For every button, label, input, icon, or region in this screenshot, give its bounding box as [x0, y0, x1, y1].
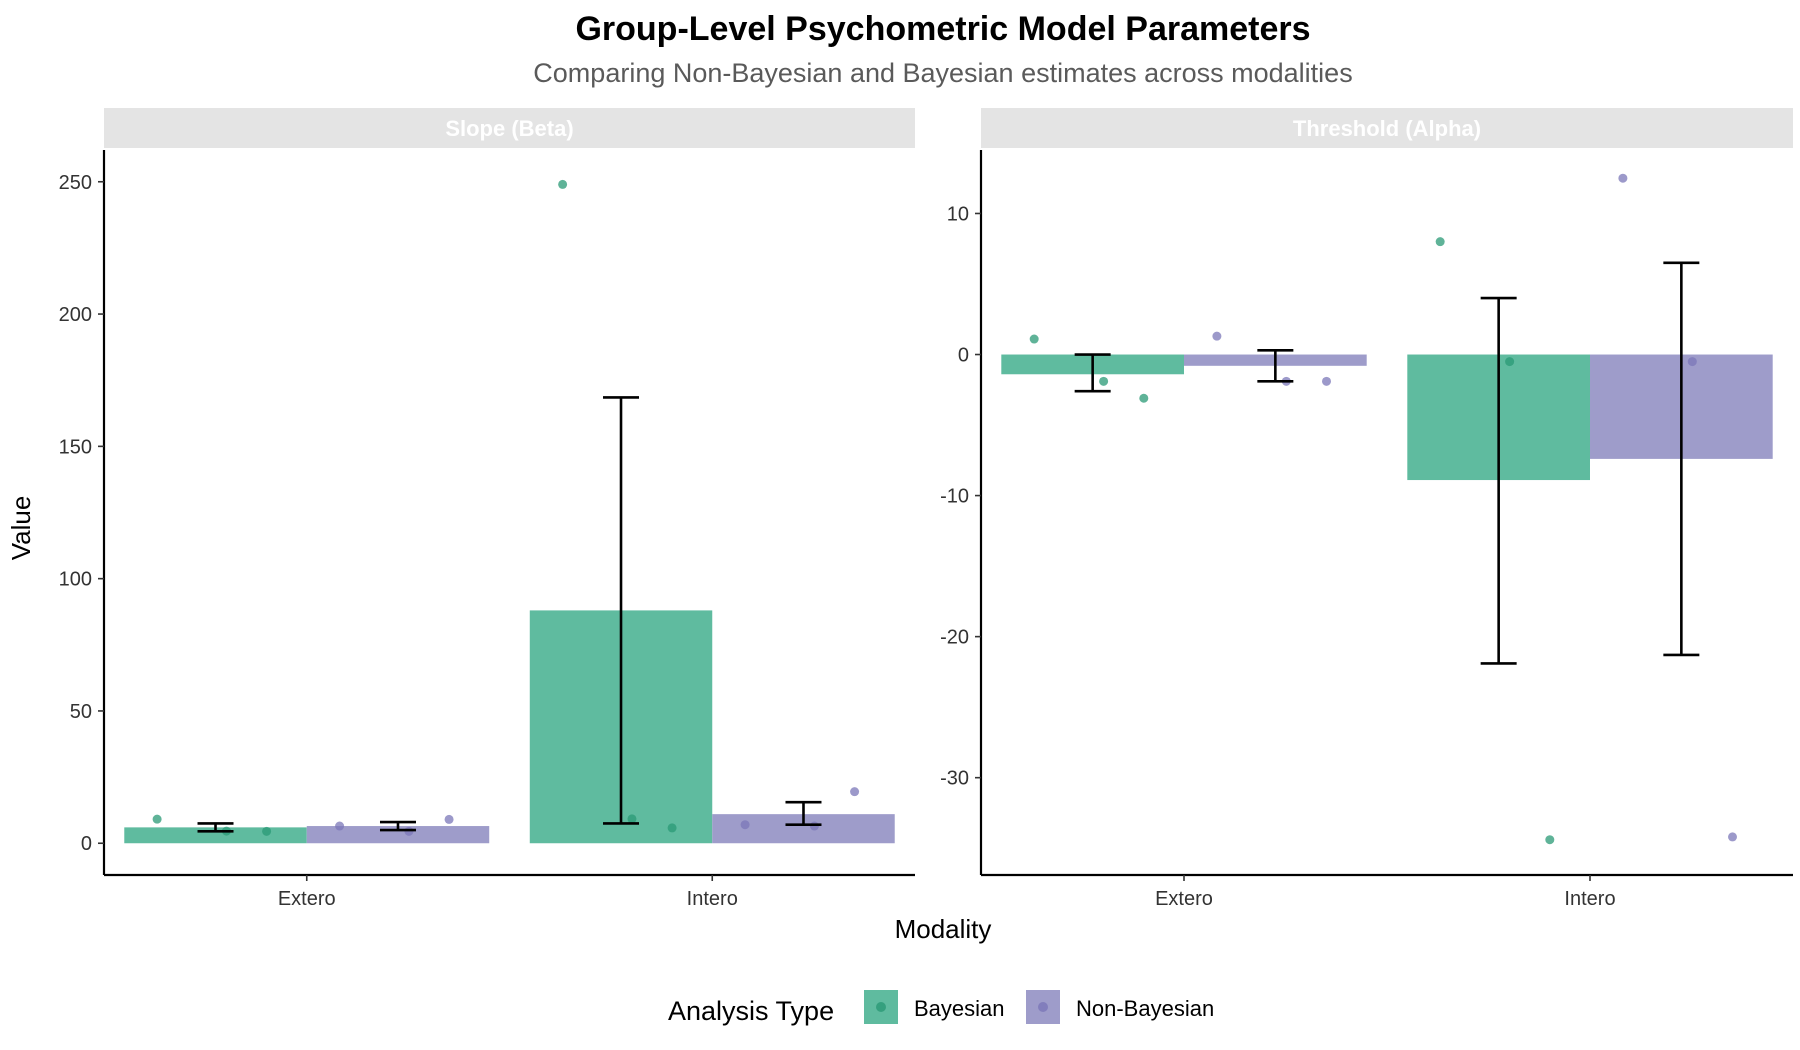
x-tick-label: Intero: [687, 888, 738, 910]
error-bar-bayesian-intero: [603, 396, 640, 825]
data-point-non-bayesian-extero: [1212, 331, 1222, 341]
y-tick-label: 50: [70, 701, 92, 723]
data-point-non-bayesian-intero: [809, 821, 819, 831]
data-point-bayesian-intero: [1505, 357, 1515, 367]
x-axis-title: Modality: [895, 914, 992, 944]
x-tick-label: Extero: [1155, 888, 1213, 910]
legend-point-bayesian: [876, 1002, 886, 1012]
y-tick-label: 150: [59, 436, 92, 458]
data-point-non-bayesian-extero: [335, 821, 345, 831]
data-point-non-bayesian-extero: [444, 814, 454, 824]
facet-strip: [981, 108, 1793, 148]
chart-subtitle: Comparing Non-Bayesian and Bayesian esti…: [533, 58, 1352, 88]
legend-item-non-bayesian: Non-Bayesian: [1026, 990, 1214, 1024]
facet-strip: [104, 108, 915, 148]
y-tick-label: -30: [940, 768, 969, 790]
data-point-non-bayesian-extero: [404, 826, 414, 836]
y-axis-title: Value: [6, 496, 36, 561]
data-point-bayesian-extero: [1099, 376, 1109, 386]
legend-title: Analysis Type: [668, 996, 834, 1026]
data-point-bayesian-intero: [1435, 237, 1445, 247]
data-point-non-bayesian-extero: [1322, 376, 1332, 386]
data-point-non-bayesian-intero: [1687, 357, 1697, 367]
error-bar-non-bayesian-extero: [1257, 348, 1294, 383]
y-tick-label: 0: [958, 345, 969, 367]
chart-title: Group-Level Psychometric Model Parameter…: [575, 10, 1310, 48]
y-tick-label: 250: [59, 172, 92, 194]
error-bar-non-bayesian-intero: [1663, 261, 1700, 657]
facet-strip-label: Slope (Beta): [445, 116, 573, 141]
data-point-non-bayesian-intero: [850, 787, 860, 797]
data-point-bayesian-intero: [1545, 835, 1555, 845]
legend: Analysis Type Bayesian Non-Bayesian: [668, 990, 1214, 1026]
bar-non-bayesian-extero: [306, 826, 490, 844]
y-tick-label: 10: [947, 203, 969, 225]
y-tick-label: 100: [59, 569, 92, 591]
data-point-bayesian-extero: [1139, 393, 1149, 403]
facet-strip-label: Threshold (Alpha): [1293, 116, 1481, 141]
error-bar-bayesian-intero: [1480, 296, 1517, 665]
panel-slope-beta: Slope (Beta) 0 50 100 150 200 250 Extero Intero: [59, 108, 915, 910]
y-tick-label: 0: [81, 833, 92, 855]
data-point-bayesian-intero: [558, 179, 568, 189]
bar-bayesian-extero: [124, 827, 307, 844]
data-point-non-bayesian-intero: [740, 820, 750, 830]
x-tick-label: Intero: [1564, 888, 1615, 910]
data-point-bayesian-extero: [1029, 334, 1039, 344]
x-tick-label: Extero: [278, 888, 336, 910]
legend-label-non-bayesian: Non-Bayesian: [1076, 996, 1214, 1021]
legend-item-bayesian: Bayesian: [864, 990, 1005, 1024]
error-bar-bayesian-extero: [197, 822, 234, 833]
legend-point-non-bayesian: [1038, 1002, 1048, 1012]
y-tick-label: -20: [940, 627, 969, 649]
data-point-bayesian-intero: [667, 823, 677, 833]
y-tick-label: -10: [940, 486, 969, 508]
data-point-bayesian-extero: [152, 814, 162, 824]
y-tick-label: 200: [59, 304, 92, 326]
data-point-bayesian-intero: [627, 814, 637, 824]
data-point-bayesian-extero: [262, 826, 272, 836]
legend-label-bayesian: Bayesian: [914, 996, 1005, 1021]
error-bar-non-bayesian-intero: [785, 800, 822, 827]
data-point-non-bayesian-intero: [1728, 832, 1738, 842]
error-bar-non-bayesian-extero: [379, 820, 416, 832]
data-point-non-bayesian-intero: [1618, 173, 1628, 183]
error-bar-bayesian-extero: [1074, 353, 1111, 393]
panel-threshold-alpha: Threshold (Alpha) 10 0 -10 -20 -30 Extero Inter…: [940, 108, 1793, 910]
